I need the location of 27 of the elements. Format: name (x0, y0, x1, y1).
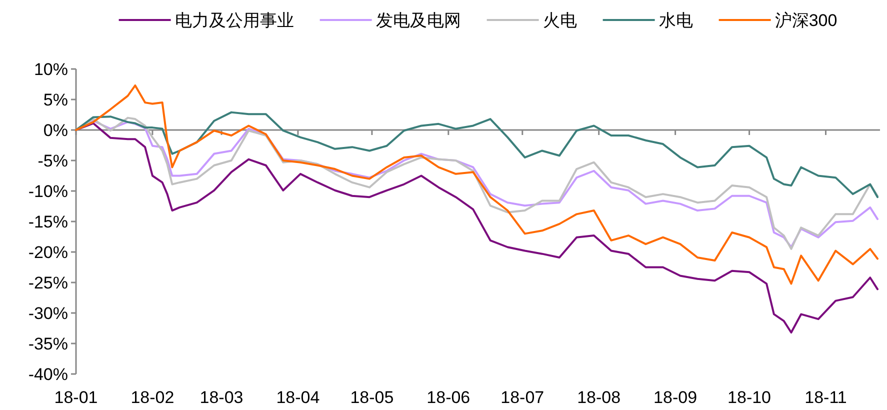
x-tick-label: 18-08 (577, 388, 621, 407)
legend-label: 发电及电网 (376, 11, 461, 30)
legend-label: 火电 (542, 11, 577, 30)
x-tick-label: 18-09 (654, 388, 698, 407)
x-tick-label: 18-03 (200, 388, 244, 407)
y-tick-label: -20% (28, 243, 68, 262)
legend-label: 电力及公用事业 (174, 11, 294, 30)
x-tick-label: 18-06 (426, 388, 470, 407)
y-tick-label: 10% (34, 60, 68, 79)
x-tick-label: 18-07 (500, 388, 544, 407)
x-tick-label: 18-10 (728, 388, 772, 407)
y-tick-label: -40% (28, 365, 68, 384)
x-tick-label: 18-02 (130, 388, 174, 407)
y-tick-label: 5% (43, 90, 68, 110)
y-tick-label: -30% (28, 304, 68, 323)
x-tick-label: 18-11 (804, 388, 847, 407)
y-tick-label: -10% (28, 182, 68, 201)
y-tick-label: -15% (28, 212, 68, 232)
x-tick-label: 18-04 (276, 388, 320, 407)
legend-label: 水电 (658, 11, 693, 30)
x-tick-label: 18-05 (350, 388, 394, 407)
legend-label: 沪深300 (774, 11, 838, 30)
y-tick-label: -35% (28, 334, 68, 354)
y-tick-label: 0% (43, 121, 68, 140)
y-tick-label: -25% (28, 274, 68, 292)
x-tick-label: 18-01 (54, 388, 98, 407)
y-tick-label: -5% (38, 152, 68, 170)
